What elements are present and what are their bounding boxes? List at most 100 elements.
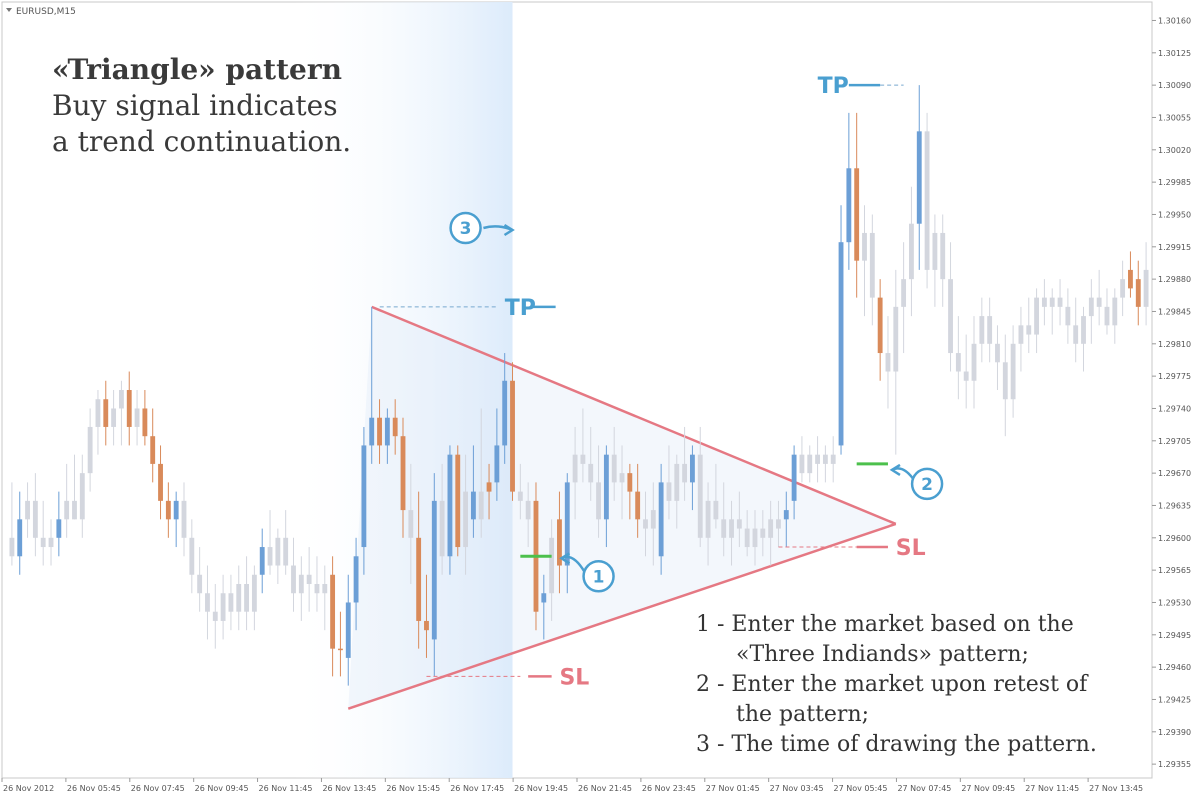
- note-3: 3 - The time of drawing the pattern.: [696, 732, 1097, 757]
- candle-body: [893, 306, 899, 372]
- candle-body: [416, 537, 422, 621]
- candle-body: [87, 426, 93, 474]
- candle-body: [838, 242, 844, 446]
- time-tick-label: 26 Nov 11:45: [259, 784, 313, 793]
- notes: 1 - Enter the market based on the «Three…: [696, 610, 1097, 760]
- tp2-label: TP: [818, 74, 849, 99]
- candle-body: [353, 556, 359, 603]
- candle-body: [392, 417, 398, 437]
- marker-1: 1: [582, 560, 615, 593]
- candle-body: [525, 500, 531, 520]
- candle-body: [275, 537, 281, 566]
- candle-body: [1002, 362, 1008, 400]
- candle-body: [228, 593, 234, 612]
- candle-body: [251, 574, 257, 612]
- candle-body: [854, 168, 860, 261]
- price-axis: 1.30160 1.30125 1.30090 1.30055 1.30020 1.299…: [1152, 16, 1191, 769]
- candle-body: [549, 537, 555, 594]
- time-tick-label: 26 Nov 2012: [3, 784, 54, 793]
- candle-body: [1073, 325, 1079, 344]
- price-tick-label: 1.29425: [1158, 695, 1191, 704]
- candle-body: [729, 519, 734, 538]
- candle-body: [572, 454, 578, 483]
- candle-body: [846, 168, 852, 243]
- candle-body: [103, 399, 109, 427]
- time-tick-label: 27 Nov 09:45: [961, 784, 1015, 793]
- candle-body: [384, 417, 390, 446]
- note-1: 1 - Enter the market based on the: [696, 612, 1074, 637]
- candle-body: [1096, 297, 1102, 307]
- candle-body: [25, 500, 30, 520]
- price-tick-label: 1.30160: [1158, 16, 1191, 25]
- price-tick-label: 1.29985: [1158, 178, 1191, 187]
- candle-body: [369, 417, 375, 446]
- candle-body: [768, 519, 774, 538]
- candle-body: [1018, 325, 1024, 344]
- time-tick-label: 26 Nov 05:45: [67, 784, 121, 793]
- candle-body: [963, 371, 969, 381]
- time-tick-label: 26 Nov 07:45: [131, 784, 185, 793]
- candle-body: [791, 454, 797, 501]
- candle-body: [940, 232, 946, 280]
- price-tick-label: 1.29565: [1158, 566, 1191, 575]
- candle-body: [1120, 279, 1126, 298]
- time-tick-label: 26 Nov 17:45: [450, 784, 504, 793]
- candle-body: [377, 417, 382, 446]
- candle-body: [517, 491, 523, 501]
- candle-body: [650, 510, 656, 529]
- plot-area: [1, 1, 1153, 779]
- candle-body: [40, 537, 46, 548]
- candle-body: [283, 537, 289, 566]
- time-tick-label: 27 Nov 01:45: [706, 784, 760, 793]
- candle-body: [783, 510, 789, 520]
- time-tick-label: 27 Nov 13:45: [1089, 784, 1143, 793]
- candle-body: [64, 500, 70, 520]
- chevron-down-icon[interactable]: [6, 8, 12, 12]
- marker1-arrow-head: [559, 552, 571, 565]
- candle-body: [181, 500, 187, 538]
- candle-body: [79, 473, 85, 520]
- candle-body: [1088, 297, 1094, 317]
- candle-body: [830, 454, 836, 464]
- candle-body: [815, 454, 820, 464]
- candle-body: [541, 593, 547, 603]
- candle-body: [932, 232, 938, 270]
- marker-3-circle: [449, 211, 482, 245]
- sl2-label: SL: [896, 536, 926, 561]
- price-tick-label: 1.29670: [1158, 469, 1191, 478]
- window-title-bar[interactable]: EURUSD,M15: [6, 7, 76, 17]
- candle-body: [205, 593, 210, 612]
- candle-body: [987, 316, 993, 344]
- candle-body: [510, 380, 515, 492]
- candle-body: [431, 500, 437, 640]
- price-tick-label: 1.30090: [1158, 81, 1191, 90]
- candle-body: [909, 223, 914, 280]
- candle-body: [658, 482, 664, 557]
- candle-body: [885, 353, 891, 372]
- price-tick-label: 1.29460: [1158, 663, 1191, 672]
- candle-body: [502, 380, 508, 446]
- time-tick-label: 27 Nov 07:45: [897, 784, 951, 793]
- marker-2: 2: [910, 467, 944, 501]
- candle-body: [689, 454, 695, 483]
- candle-body: [173, 500, 179, 520]
- price-tick-label: 1.29915: [1158, 243, 1191, 252]
- heading-line-1: Buy signal indicates: [52, 89, 338, 122]
- candle-body: [56, 519, 62, 538]
- candle-body: [478, 491, 484, 520]
- candle-body: [776, 519, 781, 529]
- price-tick-label: 1.29775: [1158, 372, 1191, 381]
- candle-body: [267, 547, 273, 566]
- candle-body: [48, 537, 54, 548]
- time-tick-label: 27 Nov 11:45: [1025, 784, 1079, 793]
- candle-body: [236, 584, 242, 612]
- candle-body: [439, 500, 445, 557]
- candle-body: [111, 408, 117, 427]
- candle-body: [1081, 316, 1086, 344]
- window-title: EURUSD,M15: [16, 7, 76, 17]
- triangle-lower-line: [347, 522, 897, 710]
- candle-body: [298, 574, 304, 594]
- candle-body: [901, 279, 907, 307]
- price-tick-label: 1.30055: [1158, 113, 1191, 122]
